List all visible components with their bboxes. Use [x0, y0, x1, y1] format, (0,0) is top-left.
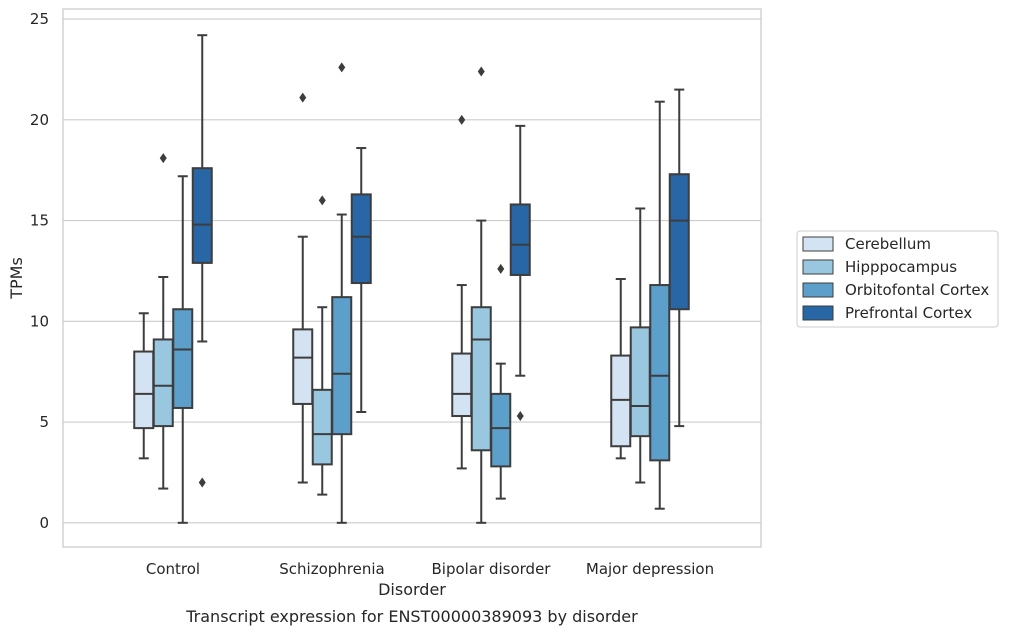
- legend-label: Orbitofontal Cortex: [845, 281, 989, 299]
- outlier-point: [299, 92, 307, 103]
- outlier-point: [497, 263, 505, 274]
- box-iqr: [311, 388, 333, 466]
- box-cerebellum-2: [451, 114, 473, 470]
- box-cerebellum-1: [292, 92, 314, 484]
- box-iqr: [668, 173, 690, 311]
- legend-label: Prefrontal Cortex: [845, 304, 972, 322]
- outlier-point: [458, 114, 466, 125]
- y-tick-label: 20: [30, 111, 49, 129]
- outlier-point: [516, 411, 524, 422]
- box-cerebellum-0: [133, 312, 155, 460]
- legend-swatch: [802, 259, 834, 275]
- box-prefrontal-cortex-0: [191, 34, 213, 488]
- box-iqr: [509, 203, 531, 276]
- box-prefrontal-cortex-3: [668, 88, 690, 428]
- x-tick-labels: Control Schizophrenia Bipolar disorder Majo…: [146, 560, 714, 578]
- legend-label: Hipppocampus: [845, 258, 957, 276]
- legend: Cerebellum Hipppocampus Orbitofontal Corte…: [796, 230, 999, 328]
- outlier-point: [198, 477, 206, 488]
- legend-swatch: [802, 305, 834, 321]
- box-iqr: [610, 354, 632, 448]
- box-iqr: [331, 296, 353, 436]
- x-tick-label: Major depression: [586, 560, 714, 578]
- box-prefrontal-cortex-2: [509, 124, 531, 422]
- x-tick-label: Control: [146, 560, 200, 578]
- outlier-point: [318, 195, 326, 206]
- y-tick-label: 25: [30, 10, 49, 28]
- box-iqr: [649, 284, 671, 462]
- box-iqr: [133, 350, 155, 430]
- box-iqr: [350, 193, 372, 285]
- chart-caption: Transcript expression for ENST0000038909…: [185, 607, 638, 626]
- y-tick-label: 5: [39, 413, 49, 431]
- y-tick-labels: 0 5 10 15 20 25: [30, 10, 49, 532]
- y-tick-label: 10: [30, 312, 49, 330]
- legend-label: Cerebellum: [845, 235, 931, 253]
- legend-swatch: [802, 236, 834, 252]
- box-orbitofontal-cortex-1: [331, 62, 353, 524]
- box-orbitofontal-cortex-2: [490, 263, 512, 500]
- box-cerebellum-3: [610, 278, 632, 460]
- y-tick-label: 0: [39, 514, 49, 532]
- box-iqr: [292, 328, 314, 405]
- box-iqr: [470, 306, 492, 452]
- x-axis-title: Disorder: [378, 580, 446, 599]
- box-iqr: [629, 326, 651, 438]
- box-hipppocampus-1: [311, 195, 333, 496]
- box-orbitofontal-cortex-0: [172, 175, 194, 524]
- y-tick-label: 15: [30, 212, 49, 230]
- plot-frame: [62, 8, 762, 548]
- y-axis-title: TPMs: [7, 257, 26, 300]
- box-iqr: [191, 167, 213, 264]
- box-layer: [133, 34, 690, 524]
- box-iqr: [451, 352, 473, 418]
- legend-swatch: [802, 282, 834, 298]
- outlier-point: [338, 62, 346, 73]
- box-hipppocampus-3: [629, 207, 651, 484]
- box-prefrontal-cortex-1: [350, 147, 372, 413]
- box-iqr: [490, 392, 512, 468]
- outlier-point: [477, 66, 485, 77]
- box-hipppocampus-2: [470, 66, 492, 524]
- x-tick-label: Bipolar disorder: [432, 560, 552, 578]
- x-tick-label: Schizophrenia: [279, 560, 384, 578]
- box-iqr: [172, 308, 194, 409]
- box-iqr: [152, 338, 174, 428]
- box-hipppocampus-0: [152, 153, 174, 490]
- outlier-point: [159, 153, 167, 164]
- box-orbitofontal-cortex-3: [649, 100, 671, 510]
- legend-frame: [796, 230, 999, 328]
